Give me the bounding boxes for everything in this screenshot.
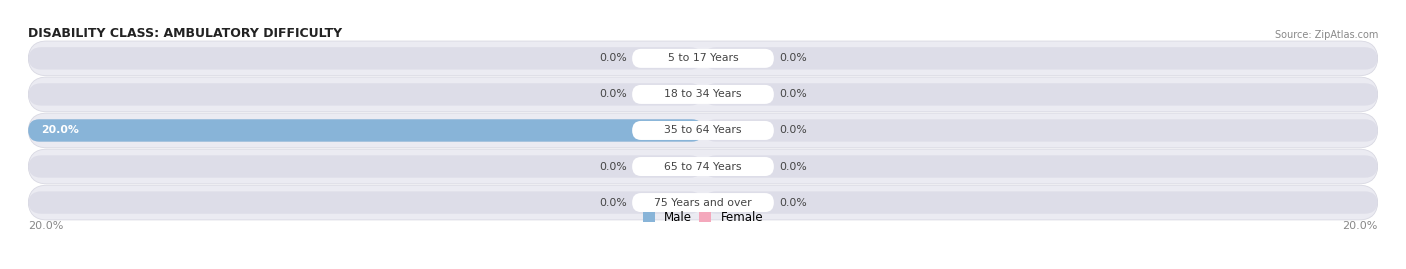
Text: 0.0%: 0.0% [599, 161, 627, 172]
FancyBboxPatch shape [28, 149, 1378, 184]
FancyBboxPatch shape [633, 157, 773, 176]
Text: Source: ZipAtlas.com: Source: ZipAtlas.com [1274, 30, 1378, 40]
Text: 20.0%: 20.0% [1343, 221, 1378, 231]
Text: DISABILITY CLASS: AMBULATORY DIFFICULTY: DISABILITY CLASS: AMBULATORY DIFFICULTY [28, 27, 342, 40]
FancyBboxPatch shape [28, 119, 703, 142]
Text: 20.0%: 20.0% [28, 221, 63, 231]
Text: 0.0%: 0.0% [599, 53, 627, 63]
Text: 0.0%: 0.0% [779, 197, 807, 208]
Text: 0.0%: 0.0% [779, 125, 807, 136]
FancyBboxPatch shape [28, 185, 1378, 220]
FancyBboxPatch shape [28, 83, 703, 106]
Text: 35 to 64 Years: 35 to 64 Years [664, 125, 742, 136]
FancyBboxPatch shape [28, 155, 703, 178]
FancyBboxPatch shape [28, 119, 703, 142]
FancyBboxPatch shape [28, 191, 703, 214]
Text: 75 Years and over: 75 Years and over [654, 197, 752, 208]
FancyBboxPatch shape [703, 47, 1378, 70]
FancyBboxPatch shape [28, 113, 1378, 148]
Text: 0.0%: 0.0% [599, 89, 627, 100]
FancyBboxPatch shape [633, 85, 773, 104]
Text: 65 to 74 Years: 65 to 74 Years [664, 161, 742, 172]
FancyBboxPatch shape [703, 191, 1378, 214]
FancyBboxPatch shape [28, 77, 1378, 112]
FancyBboxPatch shape [703, 155, 1378, 178]
FancyBboxPatch shape [633, 49, 773, 68]
FancyBboxPatch shape [633, 121, 773, 140]
Text: 20.0%: 20.0% [42, 125, 80, 136]
FancyBboxPatch shape [28, 41, 1378, 76]
Text: 18 to 34 Years: 18 to 34 Years [664, 89, 742, 100]
FancyBboxPatch shape [633, 193, 773, 212]
Text: 0.0%: 0.0% [599, 197, 627, 208]
Text: 0.0%: 0.0% [779, 161, 807, 172]
FancyBboxPatch shape [703, 83, 1378, 106]
FancyBboxPatch shape [28, 47, 703, 70]
Text: 0.0%: 0.0% [779, 89, 807, 100]
Text: 5 to 17 Years: 5 to 17 Years [668, 53, 738, 63]
Text: 0.0%: 0.0% [779, 53, 807, 63]
FancyBboxPatch shape [703, 119, 1378, 142]
Legend: Male, Female: Male, Female [643, 211, 763, 224]
